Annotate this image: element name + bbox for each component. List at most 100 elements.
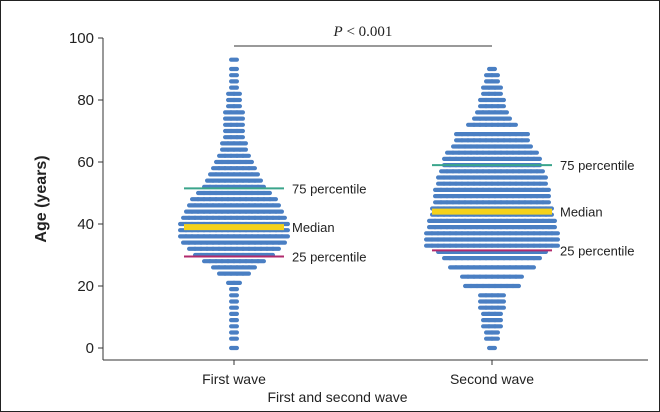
data-point bbox=[496, 305, 506, 310]
data-point bbox=[490, 330, 500, 335]
data-point bbox=[274, 209, 284, 214]
data-point bbox=[511, 283, 521, 289]
data-point bbox=[229, 318, 239, 323]
data-point bbox=[229, 311, 239, 316]
y-tick-label: 100 bbox=[69, 30, 94, 47]
data-point bbox=[493, 311, 503, 316]
data-point bbox=[238, 141, 248, 146]
p25-annotation: 25 percentile bbox=[560, 243, 634, 258]
data-point bbox=[487, 66, 497, 72]
data-point bbox=[496, 299, 506, 304]
data-point bbox=[490, 73, 500, 78]
data-point bbox=[229, 57, 239, 62]
y-tick-label: 80 bbox=[77, 92, 94, 109]
data-point bbox=[538, 181, 548, 186]
data-point bbox=[526, 265, 536, 270]
beeswarm-points bbox=[178, 57, 560, 351]
p75-annotation: 75 percentile bbox=[292, 181, 366, 196]
data-point bbox=[229, 293, 239, 298]
data-point bbox=[547, 225, 557, 230]
data-point bbox=[229, 330, 239, 335]
data-point bbox=[535, 169, 545, 174]
data-point bbox=[541, 187, 551, 192]
data-point bbox=[541, 194, 551, 199]
data-point bbox=[520, 132, 530, 137]
data-point bbox=[229, 85, 239, 90]
data-point bbox=[247, 265, 257, 270]
y-axis-label: Age (years) bbox=[33, 155, 50, 242]
data-point bbox=[235, 122, 245, 127]
y-axis: 0 20 40 60 80 100 bbox=[69, 30, 104, 360]
y-tick-label: 0 bbox=[86, 340, 94, 357]
y-tick-label: 20 bbox=[77, 278, 94, 295]
data-point bbox=[493, 318, 503, 323]
data-point bbox=[229, 305, 239, 310]
data-point bbox=[499, 110, 509, 115]
data-point bbox=[508, 122, 518, 127]
data-point bbox=[268, 197, 278, 202]
annotations: 75 percentile Median 25 percentile 75 perce… bbox=[292, 158, 634, 264]
data-point bbox=[271, 203, 281, 208]
data-point bbox=[496, 293, 506, 298]
data-point bbox=[532, 256, 542, 261]
data-point bbox=[235, 135, 245, 140]
data-point bbox=[514, 274, 524, 279]
data-point bbox=[232, 280, 242, 285]
data-point bbox=[229, 73, 239, 78]
data-point bbox=[487, 345, 497, 351]
data-point bbox=[493, 324, 503, 329]
p25-annotation: 25 percentile bbox=[292, 250, 366, 265]
data-point bbox=[241, 153, 251, 158]
data-point bbox=[262, 190, 272, 196]
significance-label: P < 0.001 bbox=[333, 24, 393, 40]
data-point bbox=[538, 175, 548, 180]
p75-annotation: 75 percentile bbox=[560, 158, 634, 173]
data-point bbox=[520, 138, 530, 143]
data-point bbox=[241, 271, 251, 276]
x-tick-label: Second wave bbox=[450, 371, 534, 387]
median-annotation: Median bbox=[292, 220, 335, 235]
data-point bbox=[229, 336, 239, 341]
data-point bbox=[229, 324, 239, 329]
data-point bbox=[280, 234, 290, 239]
data-point bbox=[550, 243, 560, 248]
p-value: < 0.001 bbox=[343, 24, 393, 40]
data-point bbox=[277, 215, 287, 220]
data-point bbox=[229, 79, 239, 84]
data-point bbox=[550, 231, 560, 236]
data-point bbox=[232, 91, 242, 96]
percentile-lines bbox=[184, 164, 552, 258]
data-point bbox=[250, 172, 260, 177]
data-point bbox=[550, 237, 560, 242]
data-point bbox=[532, 156, 542, 161]
data-point bbox=[235, 116, 245, 121]
data-point bbox=[232, 97, 242, 103]
data-point bbox=[490, 79, 500, 84]
data-point bbox=[229, 287, 239, 292]
x-axis-label: First and second wave bbox=[267, 389, 407, 405]
data-point bbox=[541, 200, 551, 205]
data-point bbox=[547, 218, 557, 223]
data-point bbox=[235, 128, 245, 134]
x-tick-label: First wave bbox=[202, 371, 266, 387]
data-point bbox=[490, 336, 500, 341]
data-point bbox=[229, 299, 239, 304]
data-point bbox=[496, 104, 506, 109]
data-point bbox=[493, 91, 503, 96]
data-point bbox=[493, 85, 503, 90]
data-point bbox=[271, 246, 281, 251]
data-point bbox=[232, 104, 242, 109]
data-point bbox=[502, 116, 512, 121]
data-point bbox=[496, 97, 506, 103]
data-point bbox=[244, 159, 254, 165]
data-point bbox=[229, 345, 239, 351]
data-point bbox=[238, 147, 248, 152]
data-point bbox=[235, 110, 245, 115]
p-symbol: P bbox=[333, 24, 343, 40]
data-point bbox=[523, 144, 533, 149]
y-tick-label: 40 bbox=[77, 216, 94, 233]
median-annotation: Median bbox=[560, 205, 603, 220]
significance-bracket: P < 0.001 bbox=[234, 24, 492, 47]
